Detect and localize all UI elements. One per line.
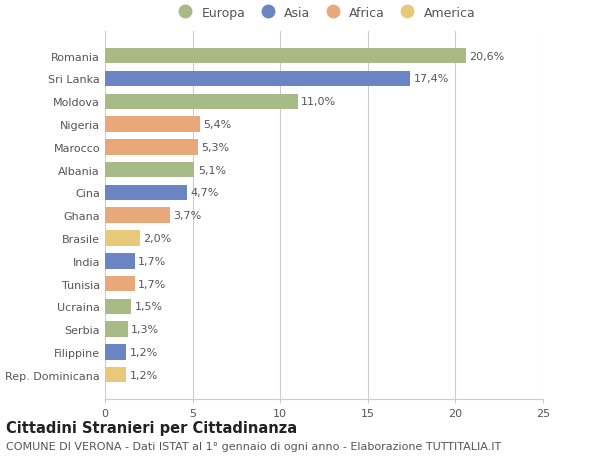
Legend: Europa, Asia, Africa, America: Europa, Asia, Africa, America xyxy=(167,2,481,25)
Text: 1,5%: 1,5% xyxy=(135,302,163,312)
Text: Cittadini Stranieri per Cittadinanza: Cittadini Stranieri per Cittadinanza xyxy=(6,420,297,435)
Text: 2,0%: 2,0% xyxy=(143,234,172,243)
Bar xyxy=(105,253,135,269)
Text: 1,2%: 1,2% xyxy=(130,347,158,357)
Bar xyxy=(105,367,126,383)
Text: 11,0%: 11,0% xyxy=(301,97,337,107)
Bar xyxy=(105,162,194,178)
Bar xyxy=(105,94,298,110)
Bar xyxy=(105,299,131,314)
Bar xyxy=(105,231,140,246)
Text: 5,3%: 5,3% xyxy=(202,143,229,152)
Text: 17,4%: 17,4% xyxy=(413,74,449,84)
Text: 20,6%: 20,6% xyxy=(469,51,505,62)
Text: 1,3%: 1,3% xyxy=(131,325,160,335)
Text: 1,7%: 1,7% xyxy=(138,256,167,266)
Bar xyxy=(105,49,466,64)
Bar xyxy=(105,208,170,224)
Bar xyxy=(105,276,135,291)
Bar xyxy=(105,117,200,133)
Text: 5,1%: 5,1% xyxy=(198,165,226,175)
Text: 5,4%: 5,4% xyxy=(203,120,232,130)
Text: COMUNE DI VERONA - Dati ISTAT al 1° gennaio di ogni anno - Elaborazione TUTTITAL: COMUNE DI VERONA - Dati ISTAT al 1° genn… xyxy=(6,441,501,451)
Text: 3,7%: 3,7% xyxy=(173,211,202,221)
Text: 1,2%: 1,2% xyxy=(130,370,158,380)
Bar xyxy=(105,185,187,201)
Bar xyxy=(105,140,198,155)
Text: 4,7%: 4,7% xyxy=(191,188,219,198)
Bar xyxy=(105,322,128,337)
Text: 1,7%: 1,7% xyxy=(138,279,167,289)
Bar xyxy=(105,344,126,360)
Bar xyxy=(105,72,410,87)
